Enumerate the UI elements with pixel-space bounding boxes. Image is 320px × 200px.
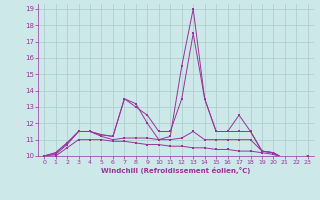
X-axis label: Windchill (Refroidissement éolien,°C): Windchill (Refroidissement éolien,°C) [101, 167, 251, 174]
